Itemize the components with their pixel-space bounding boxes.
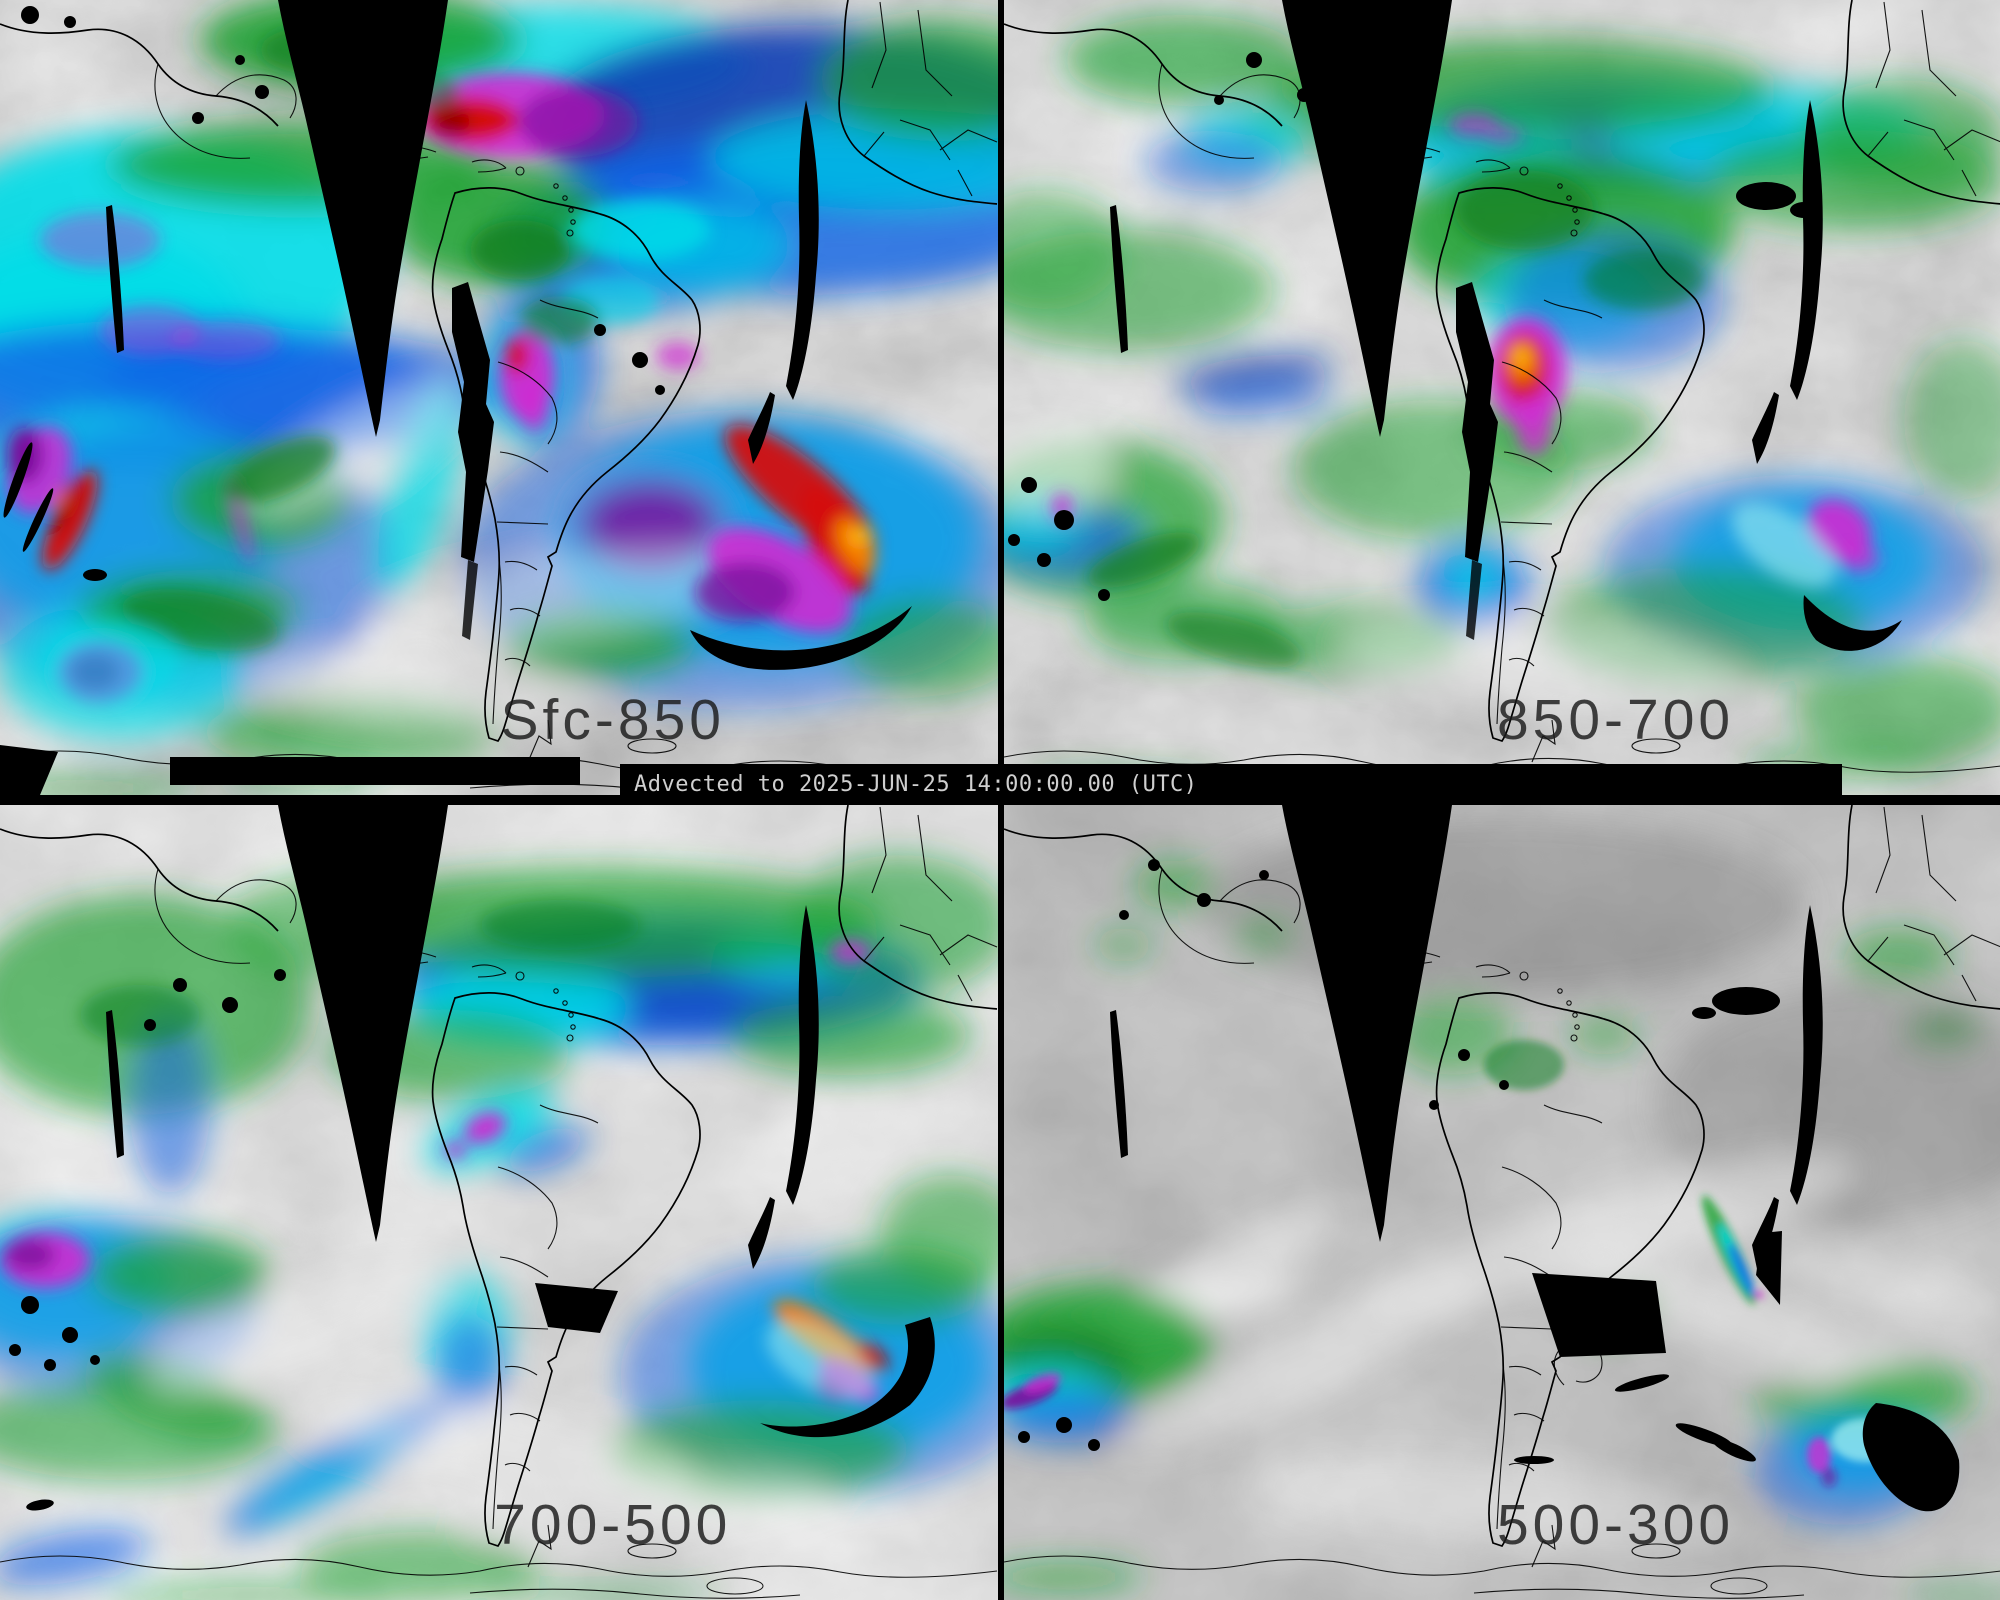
- time-banner: Advected to 2025-JUN-25 14:00:00.00 (UTC…: [620, 764, 1842, 805]
- advected-time-text: Advected to 2025-JUN-25 14:00:00.00 (UTC…: [634, 772, 1198, 797]
